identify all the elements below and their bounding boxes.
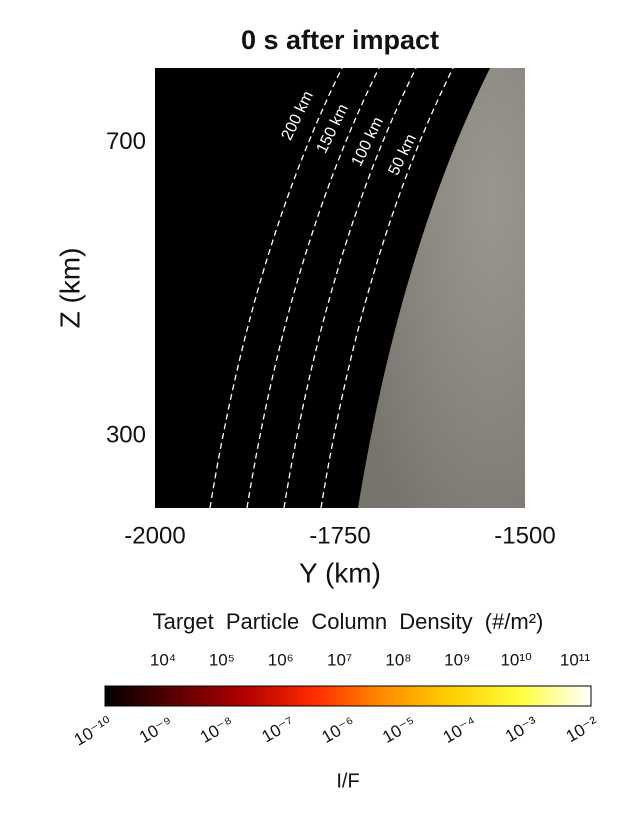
altitude-contour: [320, 68, 454, 508]
y-tick-label: 700: [106, 128, 146, 155]
y-axis-label: Z (km): [54, 248, 85, 329]
x-tick-label: -1500: [494, 522, 555, 549]
colorbar-label: Target Particle Column Density (#/m²): [153, 609, 544, 634]
colorbar-top-tick-label: 10⁹: [444, 650, 470, 669]
colorbar-bottom-tick-label: 10⁻²: [563, 713, 602, 746]
colorbar-bottom-tick-label: 10⁻⁶: [319, 713, 359, 747]
colorbar-top-tick-label: 10⁸: [385, 650, 411, 669]
colorbar-bottom-tick-label: 10⁻¹⁰: [71, 713, 116, 750]
colorbar-top-tick-label: 10⁷: [327, 650, 352, 669]
y-tick-label: 300: [106, 421, 146, 448]
moon-shading: [358, 68, 525, 508]
colorbar-bottom-tick-label: 10⁻⁴: [440, 713, 480, 747]
colorbar-lower-label: I/F: [336, 770, 359, 792]
altitude-contour: [283, 68, 417, 508]
colorbar-bottom-tick-label: 10⁻⁸: [197, 713, 237, 747]
colorbar-top-tick-label: 10¹¹: [560, 650, 591, 669]
altitude-contour: [209, 68, 343, 508]
colorbar-bottom-tick-label: 10⁻⁷: [259, 713, 298, 746]
colorbar-top-tick-label: 10⁴: [150, 650, 176, 669]
colorbar-top-tick-label: 10¹⁰: [500, 650, 532, 669]
x-tick-label: -2000: [124, 522, 185, 549]
x-tick-label: -1750: [309, 522, 370, 549]
colorbar-top-tick-label: 10⁵: [209, 650, 235, 669]
x-axis-label: Y (km): [299, 557, 381, 588]
colorbar-bottom-tick-label: 10⁻³: [502, 713, 541, 746]
colorbar-top-tick-label: 10⁶: [268, 650, 294, 669]
altitude-contour: [246, 68, 380, 508]
chart-title: 0 s after impact: [241, 25, 439, 55]
colorbar-bottom-tick-label: 10⁻⁵: [379, 713, 419, 747]
colorbar: [104, 685, 592, 707]
colorbar-bottom-tick-label: 10⁻⁹: [136, 713, 176, 747]
